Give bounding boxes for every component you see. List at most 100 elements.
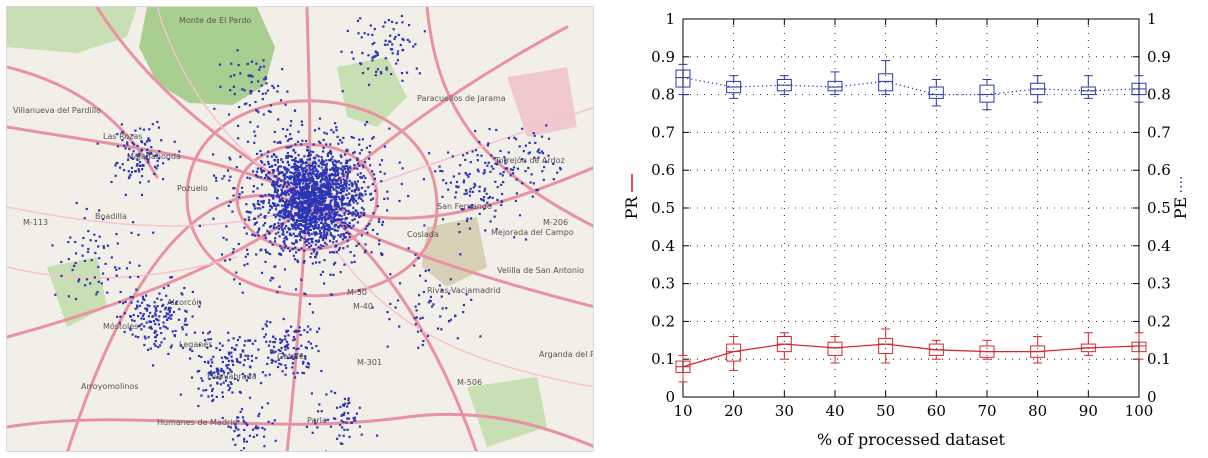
x-tick-label: 50 [876, 402, 895, 420]
box-pe [1131, 75, 1147, 103]
box [675, 69, 691, 88]
x-tick-label: 90 [1079, 402, 1098, 420]
y-tick-label-left: 0.5 [651, 199, 675, 217]
map-label-majadahonda: Majadahonda [127, 152, 181, 161]
x-tick-label: 30 [775, 402, 794, 420]
box [878, 337, 894, 355]
map-label-pozuelo: Pozuelo [177, 184, 208, 193]
forest-area [139, 7, 275, 105]
map-label-coslada: Coslada [407, 230, 439, 239]
y-tick-label-left: 0 [665, 388, 675, 406]
y-tick-label-left: 0.6 [651, 161, 675, 179]
box-pr [1080, 332, 1096, 356]
y-tick-label-left: 0.1 [651, 350, 675, 368]
box-pr [1131, 332, 1147, 360]
map-label-torrejon: Torrejón de Ardoz [495, 156, 565, 165]
y-axis-label-right-group: PE [1171, 174, 1190, 219]
y-tick-label-right: 0.3 [1147, 275, 1171, 293]
series-line-pr [682, 343, 1140, 368]
y-tick-label-right: 0.1 [1147, 350, 1171, 368]
map-label-sanfernando: San Fernando [437, 202, 492, 211]
road [185, 99, 439, 298]
plot-frame [682, 18, 1140, 398]
chart-panel: 0 0.1 0.2 0.3 0.4 0.5 0.6 0.7 0.8 0.9 1 0 0.1 0.2 0.3… [600, 0, 1208, 454]
y-tick-label-left: 0.3 [651, 275, 675, 293]
madrid-map: Monte de El Pardo Villanueva del Pardill… [6, 6, 594, 452]
y-tick-label-right: 1 [1147, 10, 1157, 28]
box-pe [776, 75, 792, 96]
map-label-leganes: Leganés [179, 340, 213, 349]
box-pr [776, 332, 792, 360]
y-axis-label-left: PR [622, 196, 641, 220]
y-tick-label-right: 0.8 [1147, 86, 1171, 104]
park-area [47, 257, 107, 327]
box-pe [675, 63, 691, 96]
box [1131, 341, 1147, 353]
series-layer [675, 60, 1147, 383]
y-ticks-left: 0 0.1 0.2 0.3 0.4 0.5 0.6 0.7 0.8 0.9 1 [651, 10, 689, 406]
box-pe [979, 78, 995, 111]
box-pe [1030, 75, 1046, 103]
box-pe [1080, 75, 1096, 99]
x-tick-label: 100 [1125, 402, 1154, 420]
map-label-m206: M-206 [543, 218, 569, 227]
x-tick-label: 60 [927, 402, 946, 420]
box [878, 73, 894, 92]
box-pe [878, 60, 894, 96]
map-label-villanueva: Villanueva del Pardillo [13, 106, 102, 115]
box [726, 343, 742, 362]
map-label-humanes: Humanes de Madrid [157, 418, 238, 427]
y-axis-label-left-group: PR [622, 174, 641, 219]
map-label-parla: Parla [307, 416, 327, 425]
map-label-m113: M-113 [23, 218, 49, 227]
y-tick-label-left: 0.4 [651, 237, 675, 255]
y-tick-label-right: 0.2 [1147, 312, 1171, 330]
box-pe [726, 75, 742, 99]
map-canvas [7, 7, 593, 451]
x-tick-label: 80 [1028, 402, 1047, 420]
box-pr [979, 339, 995, 360]
map-data-points [51, 14, 562, 451]
box [827, 80, 843, 92]
box-pr [1030, 336, 1046, 364]
x-tick-label: 70 [977, 402, 996, 420]
x-ticks: 10 20 30 40 50 60 70 80 90 100 [673, 19, 1153, 420]
minor-road [7, 206, 308, 227]
map-label-monte: Monte de El Pardo [179, 16, 252, 25]
map-label-getafe: Getafe [277, 352, 304, 361]
series-line-pe [682, 76, 1140, 96]
y-tick-label-right: 0.7 [1147, 123, 1171, 141]
box-pr [928, 339, 944, 360]
road [425, 7, 593, 228]
box-pr [878, 328, 894, 364]
industrial-area [422, 217, 487, 287]
y-tick-label-left: 1 [665, 10, 675, 28]
x-tick-label: 20 [724, 402, 743, 420]
minor-road [7, 256, 238, 279]
park-area [337, 57, 407, 127]
x-tick-label: 40 [825, 402, 844, 420]
box-pr [675, 354, 691, 383]
map-label-rivas: Rivas-Vaciamadrid [427, 286, 501, 295]
map-label-arganda: Arganda del Rey [539, 350, 593, 359]
box-pe [827, 71, 843, 96]
box [979, 84, 995, 103]
box [827, 341, 843, 356]
y-tick-label-right: 0 [1147, 388, 1157, 406]
y-tick-label-right: 0.9 [1147, 48, 1171, 66]
map-label-m506: M-506 [457, 378, 483, 387]
road [7, 412, 593, 448]
y-tick-label-right: 0.5 [1147, 199, 1171, 217]
map-label-mejorada: Mejorada del Campo [491, 228, 574, 237]
series-pe [675, 60, 1147, 111]
box-pr [726, 336, 742, 372]
pr-pe-chart: 0 0.1 0.2 0.3 0.4 0.5 0.6 0.7 0.8 0.9 1 0 0.1 0.2 0.3… [622, 10, 1190, 449]
map-label-paracuellos: Paracuellos de Jarama [417, 94, 506, 103]
box-pe [928, 78, 944, 107]
map-label-velilla: Velilla de San Antonio [497, 266, 585, 275]
y-tick-label-left: 0.2 [651, 312, 675, 330]
map-label-alcorcon: Alcorcón [167, 298, 202, 307]
box [928, 86, 944, 99]
map-label-fuenlabrada: Fuenlabrada [207, 372, 257, 381]
map-label-m50: M-50 [347, 288, 367, 297]
